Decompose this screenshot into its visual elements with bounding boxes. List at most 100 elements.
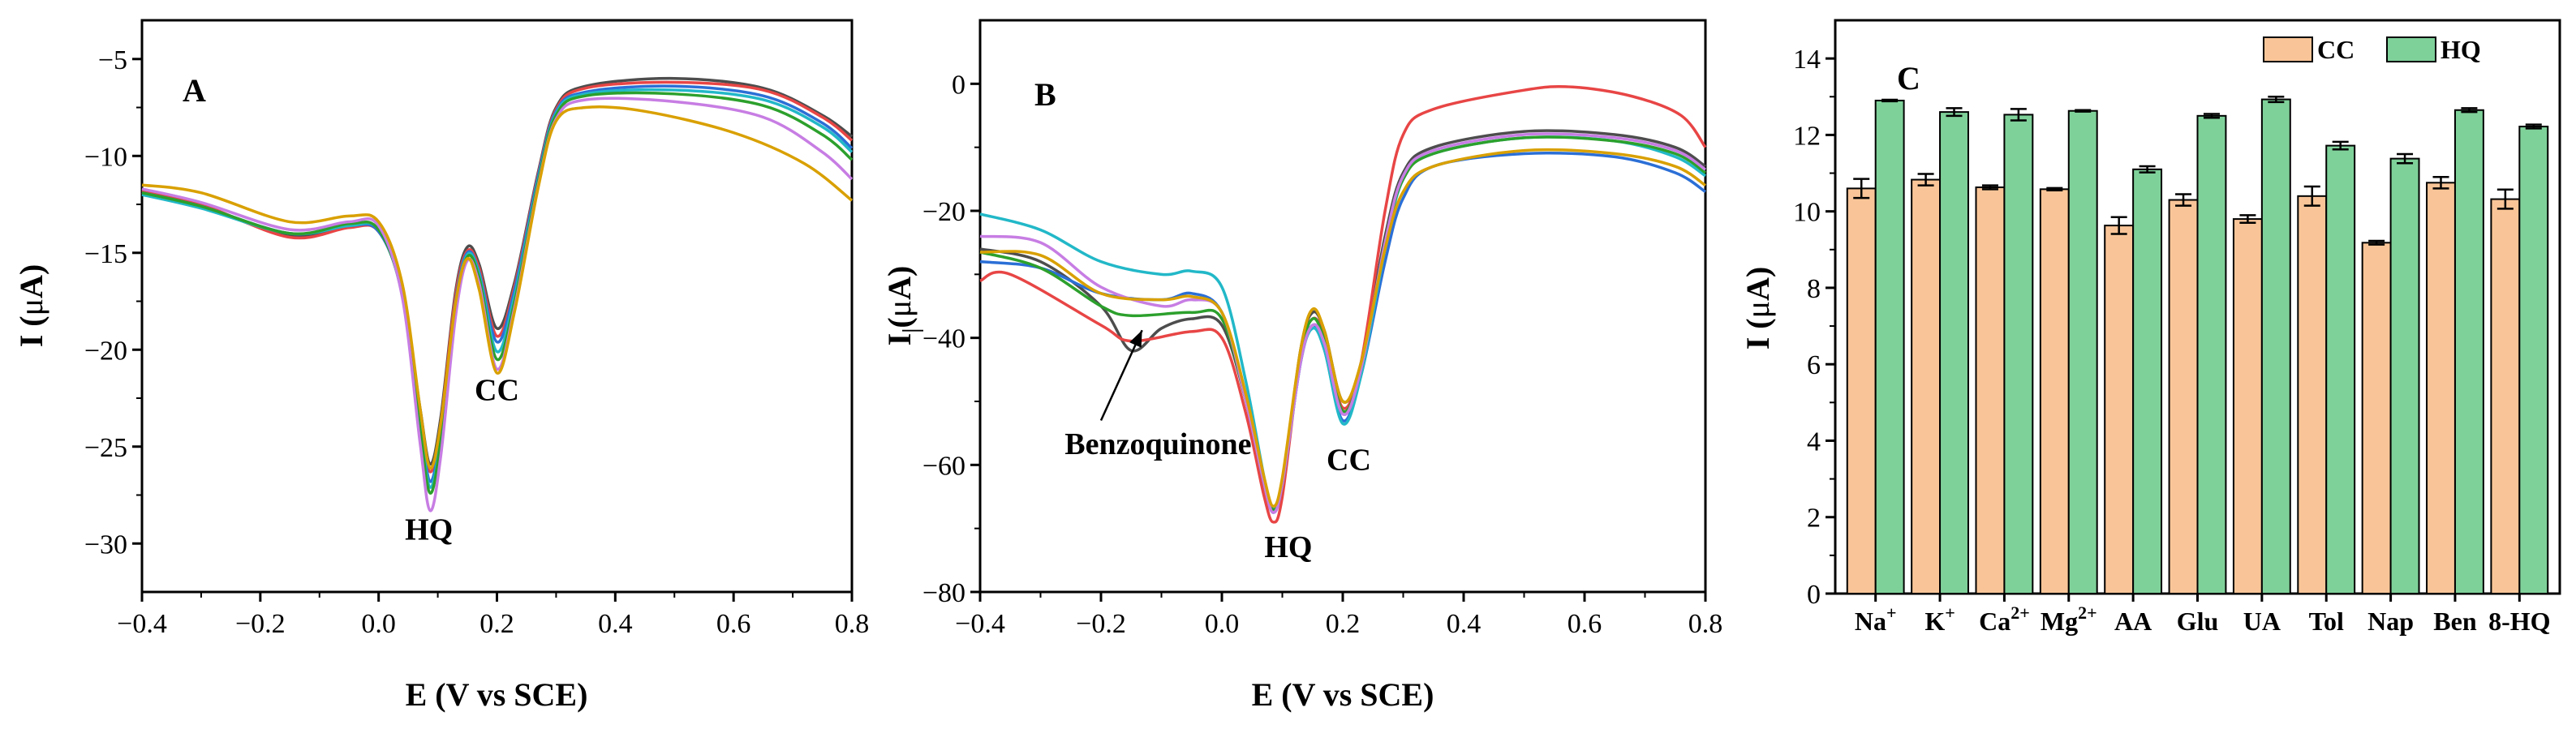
panel-c: C I (μA) 0 2 4 6 8 10 12 14 Na+ K+ Ca2+ Mg2+ AA Glu U… (1740, 19, 2561, 636)
panel-a-y-ticks: −30 −25 −20 −15 −10 −5 (84, 45, 142, 560)
panel-a-label: A (183, 72, 206, 109)
y-tick-label: −20 (922, 197, 965, 227)
bar-hq (2003, 114, 2034, 595)
panel-a-annotations: HQ CC (405, 373, 519, 547)
bar-cc (2039, 188, 2070, 594)
x-tick-label: 0.2 (480, 609, 514, 639)
y-tick-label: −30 (84, 530, 127, 560)
x-tick-label: 0.0 (1205, 609, 1240, 639)
category-label: K+ (1924, 602, 1955, 636)
bar-cc (2297, 195, 2328, 595)
y-tick-label: −5 (98, 45, 127, 75)
category-label: AA (2114, 607, 2152, 636)
panel-c-y-ticks: 0 2 4 6 8 10 12 14 (1793, 45, 1835, 610)
y-tick-label: −60 (922, 451, 965, 481)
bar-cc (2232, 218, 2263, 594)
panel-b-y-ticks: −80 −60 −40 −20 0 (922, 70, 980, 608)
legend-swatch-cc (2263, 36, 2313, 62)
bar-cc (2104, 225, 2135, 594)
panel-b-label: B (1034, 76, 1056, 113)
panel-a-y-axis-label: I (μA) (13, 264, 49, 348)
panel-a-series (141, 76, 854, 512)
bar-hq (2453, 109, 2484, 595)
bar-hq (1939, 111, 1969, 594)
bar-hq (2260, 98, 2291, 595)
x-tick-label: −0.4 (117, 609, 167, 639)
category-label: UA (2243, 607, 2281, 636)
panel-b-y-axis-label: I|(μA) (881, 266, 924, 346)
bar-hq (2518, 126, 2549, 595)
bar-cc (1975, 186, 2006, 595)
panel-c-y-axis-label: I (μA) (1740, 267, 1776, 350)
category-label: Ca2+ (1979, 602, 2030, 636)
bar-hq (2196, 114, 2227, 595)
category-label: Mg2+ (2041, 602, 2097, 636)
bar-hq (2325, 144, 2356, 594)
series-line-7 (141, 105, 854, 470)
y-tick-label: 14 (1793, 45, 1821, 75)
bar-cc (2361, 242, 2392, 594)
x-tick-label: 0.4 (1447, 609, 1482, 639)
annotation-hq: HQ (1264, 530, 1312, 564)
panel-a-x-ticks: −0.4 −0.2 0.0 0.2 0.4 0.6 0.8 (117, 592, 869, 639)
panel-c-bars (1846, 96, 2549, 595)
y-tick-label: −40 (922, 324, 965, 354)
y-tick-label: −20 (84, 336, 127, 366)
bar-hq (2389, 157, 2420, 594)
x-tick-label: 0.0 (361, 609, 396, 639)
category-label: 8-HQ (2488, 607, 2550, 636)
x-tick-label: 0.8 (835, 609, 870, 639)
x-tick-label: 0.6 (716, 609, 751, 639)
bar-hq (2132, 168, 2163, 594)
bar-cc (1911, 178, 1942, 595)
y-tick-label: −15 (84, 239, 127, 269)
y-tick-label: −25 (84, 433, 127, 463)
bar-hq (1874, 99, 1905, 595)
panel-b-series (979, 84, 1707, 524)
category-label: Ben (2433, 607, 2477, 636)
series-line-7 (979, 148, 1706, 508)
annotation-cc: CC (1327, 444, 1371, 478)
annotation-hq: HQ (405, 512, 453, 547)
y-tick-label: 2 (1807, 504, 1821, 534)
bar-cc (2168, 199, 2199, 594)
y-tick-label: 0 (1807, 580, 1821, 610)
panel-c-legend: CC HQ (2263, 35, 2481, 64)
annotation-cc: CC (475, 373, 519, 407)
category-label: Nap (2367, 607, 2414, 636)
series-line-5 (979, 135, 1706, 511)
series-line-4 (141, 88, 854, 489)
bar-cc (2490, 198, 2521, 594)
series-line-3 (141, 84, 854, 483)
panel-b-plot-frame (978, 19, 1707, 594)
panel-a-plot-frame (140, 19, 854, 594)
x-tick-label: 0.8 (1688, 609, 1723, 639)
category-label: Na+ (1855, 602, 1897, 636)
x-tick-label: −0.2 (1076, 609, 1126, 639)
y-tick-label: 6 (1807, 350, 1821, 380)
x-tick-label: 0.2 (1326, 609, 1361, 639)
x-tick-label: −0.2 (235, 609, 286, 639)
y-tick-label: −80 (922, 578, 965, 608)
y-tick-label: 10 (1793, 198, 1821, 228)
category-label: Tol (2309, 607, 2344, 636)
x-tick-label: −0.4 (955, 609, 1005, 639)
series-line-5 (141, 91, 854, 495)
arrow-line (1099, 329, 1143, 422)
series-line-2 (141, 80, 854, 474)
legend-label-cc: CC (2317, 35, 2355, 64)
panel-b-x-axis-label: E (V vs SCE) (1252, 676, 1434, 713)
bar-hq (2067, 109, 2098, 594)
bar-cc (1846, 187, 1877, 595)
panel-b-annotations: Benzoquinone HQ CC (1064, 329, 1371, 564)
y-tick-label: −10 (84, 142, 127, 172)
panel-a: A E (V vs SCE) I (μA) −0.4 −0.2 0.0 0.2 0.4 0… (13, 19, 869, 713)
y-tick-label: 4 (1807, 427, 1821, 457)
series-line-6 (141, 96, 854, 512)
panel-c-label: C (1897, 60, 1920, 96)
bar-cc (2426, 182, 2456, 594)
series-line-6 (979, 132, 1706, 514)
legend-swatch-hq (2386, 36, 2436, 62)
arrow-head (1129, 330, 1142, 348)
